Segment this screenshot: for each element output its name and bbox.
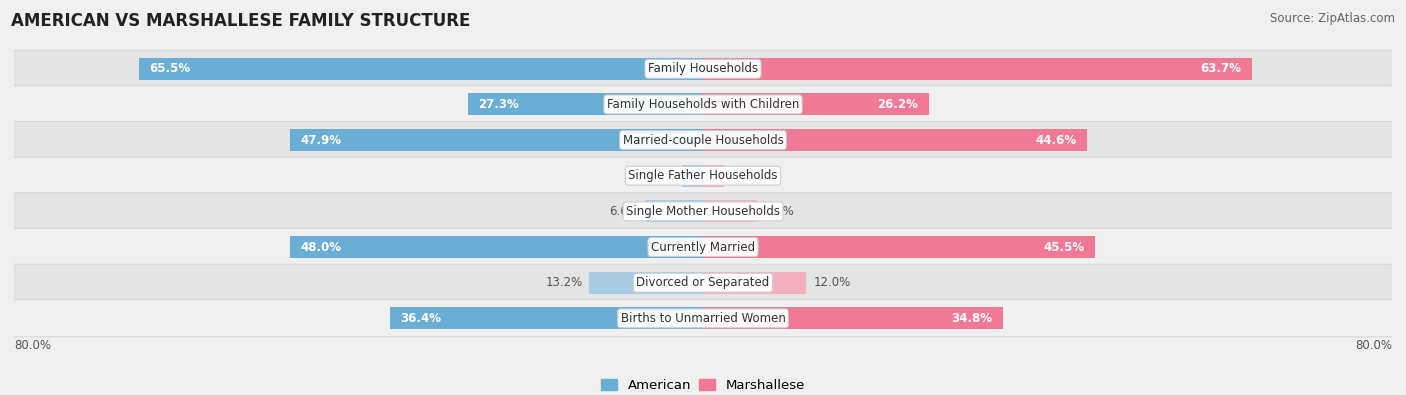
Text: 63.7%: 63.7% <box>1201 62 1241 75</box>
FancyBboxPatch shape <box>14 50 1392 87</box>
Text: 6.6%: 6.6% <box>609 205 640 218</box>
Text: 6.3%: 6.3% <box>763 205 794 218</box>
FancyBboxPatch shape <box>14 300 1392 337</box>
Legend: American, Marshallese: American, Marshallese <box>596 374 810 395</box>
Text: 80.0%: 80.0% <box>1355 339 1392 352</box>
Text: 26.2%: 26.2% <box>877 98 918 111</box>
FancyBboxPatch shape <box>14 122 1392 159</box>
Text: 48.0%: 48.0% <box>299 241 342 254</box>
Text: 27.3%: 27.3% <box>478 98 519 111</box>
Text: Single Mother Households: Single Mother Households <box>626 205 780 218</box>
Text: 36.4%: 36.4% <box>399 312 441 325</box>
FancyBboxPatch shape <box>14 157 1392 194</box>
Text: 65.5%: 65.5% <box>149 62 190 75</box>
Bar <box>703 307 1002 329</box>
Bar <box>703 165 724 187</box>
Text: 2.4%: 2.4% <box>645 169 675 182</box>
Bar <box>703 58 1251 80</box>
Bar <box>468 93 703 115</box>
Text: 13.2%: 13.2% <box>546 276 582 289</box>
Bar <box>703 272 807 294</box>
Text: 44.6%: 44.6% <box>1036 134 1077 147</box>
FancyBboxPatch shape <box>14 228 1392 265</box>
Text: 47.9%: 47.9% <box>301 134 342 147</box>
Text: Family Households: Family Households <box>648 62 758 75</box>
Text: Source: ZipAtlas.com: Source: ZipAtlas.com <box>1270 12 1395 25</box>
Bar <box>589 272 703 294</box>
FancyBboxPatch shape <box>14 264 1392 301</box>
Text: Single Father Households: Single Father Households <box>628 169 778 182</box>
Text: Divorced or Separated: Divorced or Separated <box>637 276 769 289</box>
Text: 34.8%: 34.8% <box>952 312 993 325</box>
Bar <box>703 129 1087 151</box>
FancyBboxPatch shape <box>14 86 1392 123</box>
Text: Family Households with Children: Family Households with Children <box>607 98 799 111</box>
Bar <box>291 129 703 151</box>
FancyBboxPatch shape <box>14 193 1392 230</box>
Bar <box>139 58 703 80</box>
Text: Married-couple Households: Married-couple Households <box>623 134 783 147</box>
Bar <box>290 236 703 258</box>
Text: Births to Unmarried Women: Births to Unmarried Women <box>620 312 786 325</box>
Bar <box>703 200 758 222</box>
Bar <box>682 165 703 187</box>
Bar <box>389 307 703 329</box>
Text: 2.4%: 2.4% <box>731 169 761 182</box>
Bar <box>703 236 1095 258</box>
Text: Currently Married: Currently Married <box>651 241 755 254</box>
Text: 12.0%: 12.0% <box>813 276 851 289</box>
Text: 45.5%: 45.5% <box>1043 241 1084 254</box>
Bar <box>703 93 928 115</box>
Bar <box>647 200 703 222</box>
Text: 80.0%: 80.0% <box>14 339 51 352</box>
Text: AMERICAN VS MARSHALLESE FAMILY STRUCTURE: AMERICAN VS MARSHALLESE FAMILY STRUCTURE <box>11 12 471 30</box>
